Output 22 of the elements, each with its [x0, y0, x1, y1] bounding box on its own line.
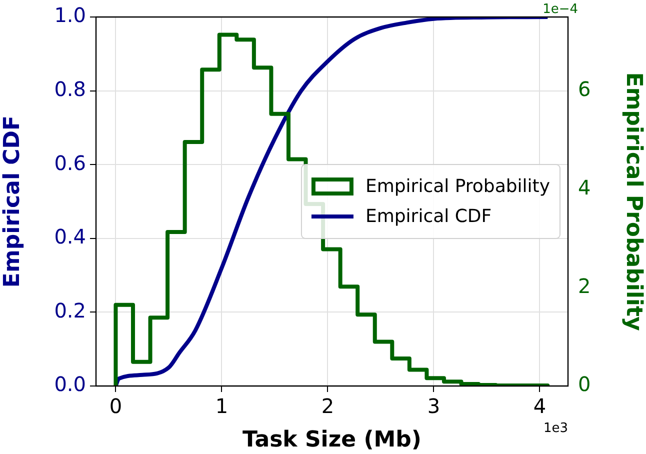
x-tick-label: 4 [533, 394, 546, 418]
x-axis-title: Task Size (Mb) [242, 428, 422, 453]
y-tick-label: 0.2 [54, 298, 86, 322]
legend-label: Empirical Probability [365, 176, 550, 198]
text: 1e−4 [542, 2, 578, 17]
x-tick-label: 1 [215, 394, 228, 418]
x-tick-label: 2 [321, 394, 334, 418]
y-axis-title: Empirical CDF [0, 115, 25, 288]
y-tick-label: 0.0 [54, 372, 86, 396]
y2-tick-label: 0 [578, 372, 591, 396]
y-tick-label: 1.0 [54, 3, 86, 28]
legend-label: Empirical CDF [365, 206, 492, 228]
y2-tick-label: 2 [578, 274, 591, 298]
y-tick-label: 0.6 [54, 150, 86, 175]
y-tick-label: 0.8 [54, 77, 86, 102]
y2-axis-title: Empirical Probability [621, 72, 646, 331]
y2-tick-label: 4 [578, 175, 591, 200]
y2-tick-label: 6 [578, 77, 591, 102]
x-tick-label: 0 [109, 394, 122, 418]
y-tick-label: 0.4 [54, 224, 86, 249]
text: 1e3 [543, 421, 568, 436]
x-tick-label: 3 [427, 394, 440, 418]
